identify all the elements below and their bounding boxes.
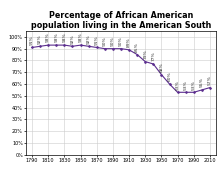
- Text: 53%: 53%: [176, 80, 180, 89]
- Text: 93%: 93%: [62, 33, 66, 42]
- Text: 90%: 90%: [111, 36, 115, 46]
- Text: 89%: 89%: [127, 37, 131, 47]
- Text: 60%: 60%: [167, 72, 172, 81]
- Text: 92%: 92%: [87, 34, 91, 44]
- Text: 91%: 91%: [30, 35, 34, 45]
- Text: 57%: 57%: [208, 75, 212, 85]
- Text: 79%: 79%: [143, 49, 147, 59]
- Text: 90%: 90%: [119, 36, 123, 46]
- Text: 53%: 53%: [192, 80, 196, 89]
- Text: 92%: 92%: [70, 34, 75, 44]
- Text: 55%: 55%: [200, 77, 204, 87]
- Title: Percentage of African American
population living in the American South: Percentage of African American populatio…: [31, 11, 211, 30]
- Text: 93%: 93%: [79, 33, 82, 42]
- Text: 85%: 85%: [135, 42, 139, 52]
- Text: 90%: 90%: [103, 36, 107, 46]
- Text: 91%: 91%: [95, 35, 99, 45]
- Text: 93%: 93%: [54, 33, 58, 42]
- Text: 68%: 68%: [160, 62, 163, 72]
- Text: 93%: 93%: [46, 33, 50, 42]
- Text: 92%: 92%: [38, 34, 42, 44]
- Text: 77%: 77%: [151, 52, 155, 61]
- Text: 53%: 53%: [184, 80, 188, 89]
